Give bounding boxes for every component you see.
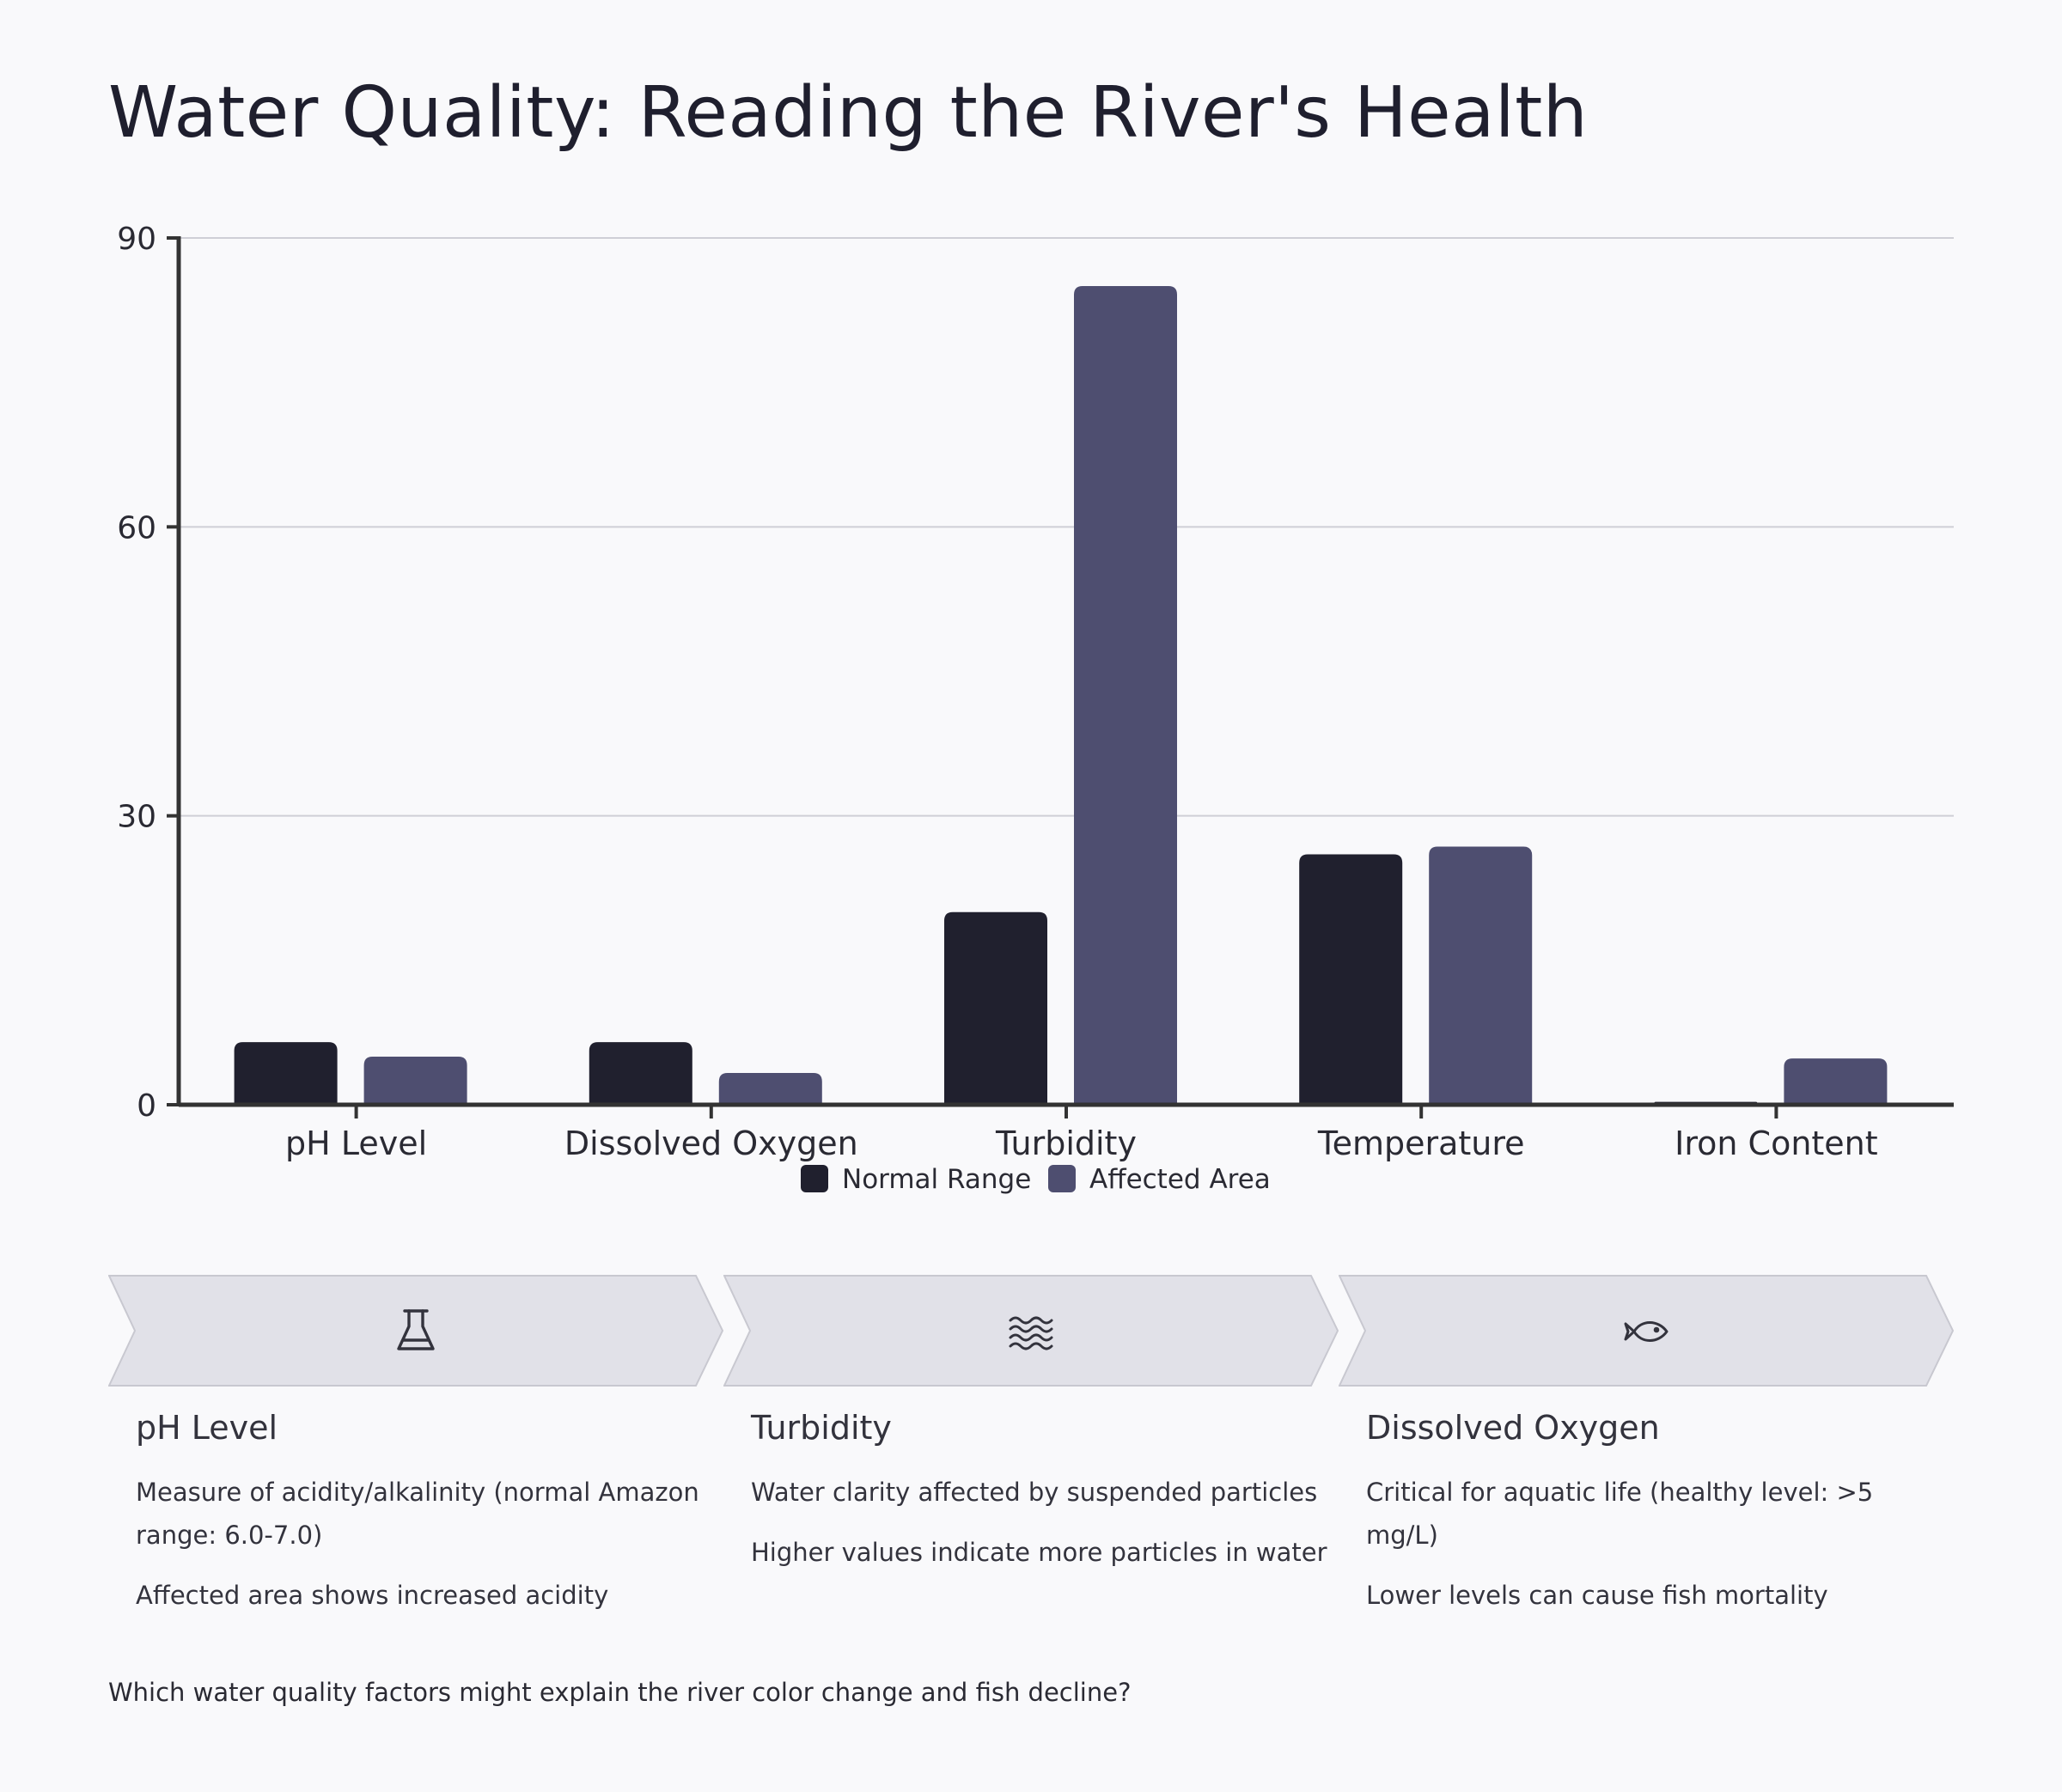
card-description: Water clarity affected by suspended part… <box>751 1478 1318 1507</box>
legend-swatch <box>1048 1165 1076 1192</box>
discussion-question: Which water quality factors might explai… <box>108 1678 1132 1707</box>
bar-normal <box>944 911 1047 1105</box>
card-oxygen: Dissolved Oxygen Critical for aquatic li… <box>1366 1409 1950 1634</box>
bar-affected <box>718 1073 822 1105</box>
card-note: Lower levels can cause fish mortality <box>1366 1581 1828 1610</box>
flask-icon <box>397 1309 435 1350</box>
x-tick-label: Iron Content <box>1675 1125 1878 1162</box>
info-cards <box>108 1275 1954 1464</box>
x-tick-label: Dissolved Oxygen <box>564 1125 858 1162</box>
bar-affected <box>1784 1058 1888 1105</box>
card-description: Critical for aquatic life (healthy level… <box>1366 1478 1874 1550</box>
card-banner-1 <box>108 1275 723 1387</box>
bar-normal <box>589 1042 692 1105</box>
card-ph: pH Level Measure of acidity/alkalinity (… <box>136 1409 720 1634</box>
page-title: Water Quality: Reading the River's Healt… <box>108 72 1589 154</box>
waves-icon <box>1009 1316 1053 1350</box>
y-tick-label: 30 <box>117 800 156 835</box>
card-note: Higher values indicate more particles in… <box>751 1538 1327 1567</box>
bar-affected <box>363 1056 467 1105</box>
bar-affected <box>1429 846 1533 1105</box>
bar-affected <box>1074 286 1177 1105</box>
card-description: Measure of acidity/alkalinity (normal Am… <box>136 1478 699 1550</box>
card-turbidity: Turbidity Water clarity affected by susp… <box>751 1409 1335 1591</box>
y-tick-label: 60 <box>117 510 156 546</box>
y-tick-label: 90 <box>117 222 156 257</box>
x-tick-label: pH Level <box>285 1125 427 1162</box>
y-tick-label: 0 <box>137 1088 156 1124</box>
card-title: Turbidity <box>751 1409 892 1447</box>
bar-chart: 0 30 60 90 pH Level Dissolved Oxygen Turbidity… <box>117 222 1954 1195</box>
card-banner-2 <box>723 1275 1339 1387</box>
x-tick-label: Turbidity <box>995 1125 1137 1162</box>
card-banner-3 <box>1339 1275 1954 1387</box>
bar-normal <box>234 1042 338 1105</box>
card-title: Dissolved Oxygen <box>1366 1409 1660 1447</box>
legend-swatch <box>801 1165 828 1192</box>
bar-normal <box>1299 854 1403 1105</box>
legend-label: Affected Area <box>1089 1164 1271 1195</box>
card-title: pH Level <box>136 1409 278 1447</box>
card-note: Affected area shows increased acidity <box>136 1581 609 1610</box>
legend-label: Normal Range <box>842 1164 1031 1195</box>
fish-icon <box>1624 1321 1669 1342</box>
x-tick-label: Temperature <box>1317 1125 1525 1162</box>
